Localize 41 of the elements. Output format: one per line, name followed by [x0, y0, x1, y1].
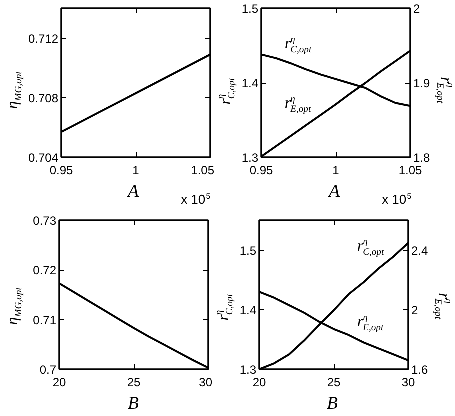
x-axis-title: A: [328, 181, 342, 202]
y-tick-label: 0.712: [28, 32, 59, 46]
x-tick-label: 25: [327, 376, 341, 390]
x-tick-label: 25: [127, 376, 141, 390]
y-axis-title: rηC,opt: [214, 294, 236, 321]
y-axis-title: ηMG,opt: [4, 71, 24, 110]
y-tick-label: 0.704: [28, 151, 59, 165]
x-tick-label: 30: [402, 376, 416, 390]
y-axis-title: rηC,opt: [216, 78, 238, 105]
x-tick-label: 30: [199, 376, 213, 390]
x-axis-title: B: [327, 393, 338, 414]
y-tick-label: 0.708: [28, 91, 59, 106]
y2-tick-label: 2: [412, 303, 418, 318]
y-tick-label: 1.3: [240, 363, 257, 377]
y2-tick-label: 1.9: [414, 76, 431, 90]
y-tick-label: 1.4: [240, 303, 257, 318]
y-tick-label: 1.5: [240, 244, 257, 258]
y2-tick-label: 1.6: [412, 363, 429, 377]
x-tick-label: 1: [332, 164, 340, 178]
y-tick-label: 0.71: [33, 313, 57, 328]
y2-tick-label: 2.4: [412, 244, 429, 258]
y2-tick-label: 1.8: [414, 151, 431, 165]
y-axis-title: ηMG,opt: [4, 287, 24, 326]
x-tick-label: 0.95: [50, 164, 74, 178]
x-tick-label: 1.05: [191, 164, 215, 178]
x-tick-label: 20: [252, 376, 266, 390]
x-tick-label: 20: [52, 376, 66, 390]
y-tick-label: 1.3: [242, 151, 259, 165]
y2-tick-label: 2: [414, 2, 420, 16]
y-tick-label: 0.72: [33, 264, 57, 278]
x-tick-label: 1.05: [398, 164, 423, 178]
y-tick-label: 1.4: [242, 76, 259, 90]
x-tick-label: 1: [132, 164, 140, 178]
y-tick-label: 0.73: [33, 214, 57, 228]
y-tick-label: 0.7: [40, 363, 57, 377]
y2-axis-title: rηE,opt: [434, 77, 455, 104]
x-axis-title: A: [127, 181, 140, 202]
x-tick-label: 0.95: [250, 164, 274, 178]
y-tick-label: 1.5: [242, 2, 259, 16]
y2-axis-title: rηE,opt: [432, 293, 454, 320]
x-axis-title: B: [128, 393, 140, 414]
